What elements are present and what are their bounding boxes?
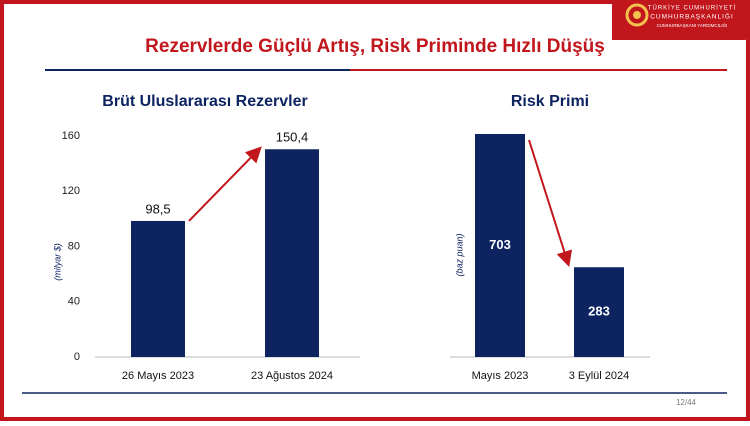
bar (131, 220, 185, 357)
trend-arrow (528, 139, 573, 268)
value-label: 703 (489, 237, 511, 252)
logo-emblem-core (633, 11, 641, 19)
bar (475, 134, 525, 357)
x-tick-label: 26 Mayıs 2023 (122, 370, 194, 382)
y-axis-label: (baz puan) (454, 233, 464, 276)
y-tick-label: 0 (74, 351, 80, 363)
org-line: TÜRKİYE CUMHURİYETİ (648, 5, 736, 12)
y-tick-label: 160 (62, 130, 80, 142)
y-tick-label: 120 (62, 185, 80, 197)
value-label: 98,5 (145, 201, 170, 216)
y-axis-label: (milyar $) (52, 243, 62, 281)
page-number: 12/44 (676, 398, 697, 407)
org-line: CUMHURBAŞKANI YARDIMCILIĞI (657, 22, 728, 28)
value-label: 283 (588, 304, 610, 319)
y-tick-label: 80 (68, 240, 80, 252)
x-tick-label: 3 Eylül 2024 (569, 370, 630, 382)
x-tick-label: Mayıs 2023 (472, 370, 529, 382)
x-tick-label: 23 Ağustos 2024 (251, 370, 333, 382)
y-tick-label: 40 (68, 296, 80, 308)
chart-title: Brüt Uluslararası Rezervler (102, 93, 307, 110)
org-line: CUMHURBAŞKANLIĞI (650, 12, 734, 21)
trend-arrow (188, 146, 262, 222)
value-label: 150,4 (276, 130, 309, 145)
slide-title: Rezervlerde Güçlü Artış, Risk Priminde H… (145, 36, 605, 57)
bar (574, 267, 624, 357)
logo-emblem (625, 3, 649, 27)
chart-title: Risk Primi (511, 93, 589, 110)
bar (265, 149, 319, 357)
slide-body (4, 4, 746, 417)
